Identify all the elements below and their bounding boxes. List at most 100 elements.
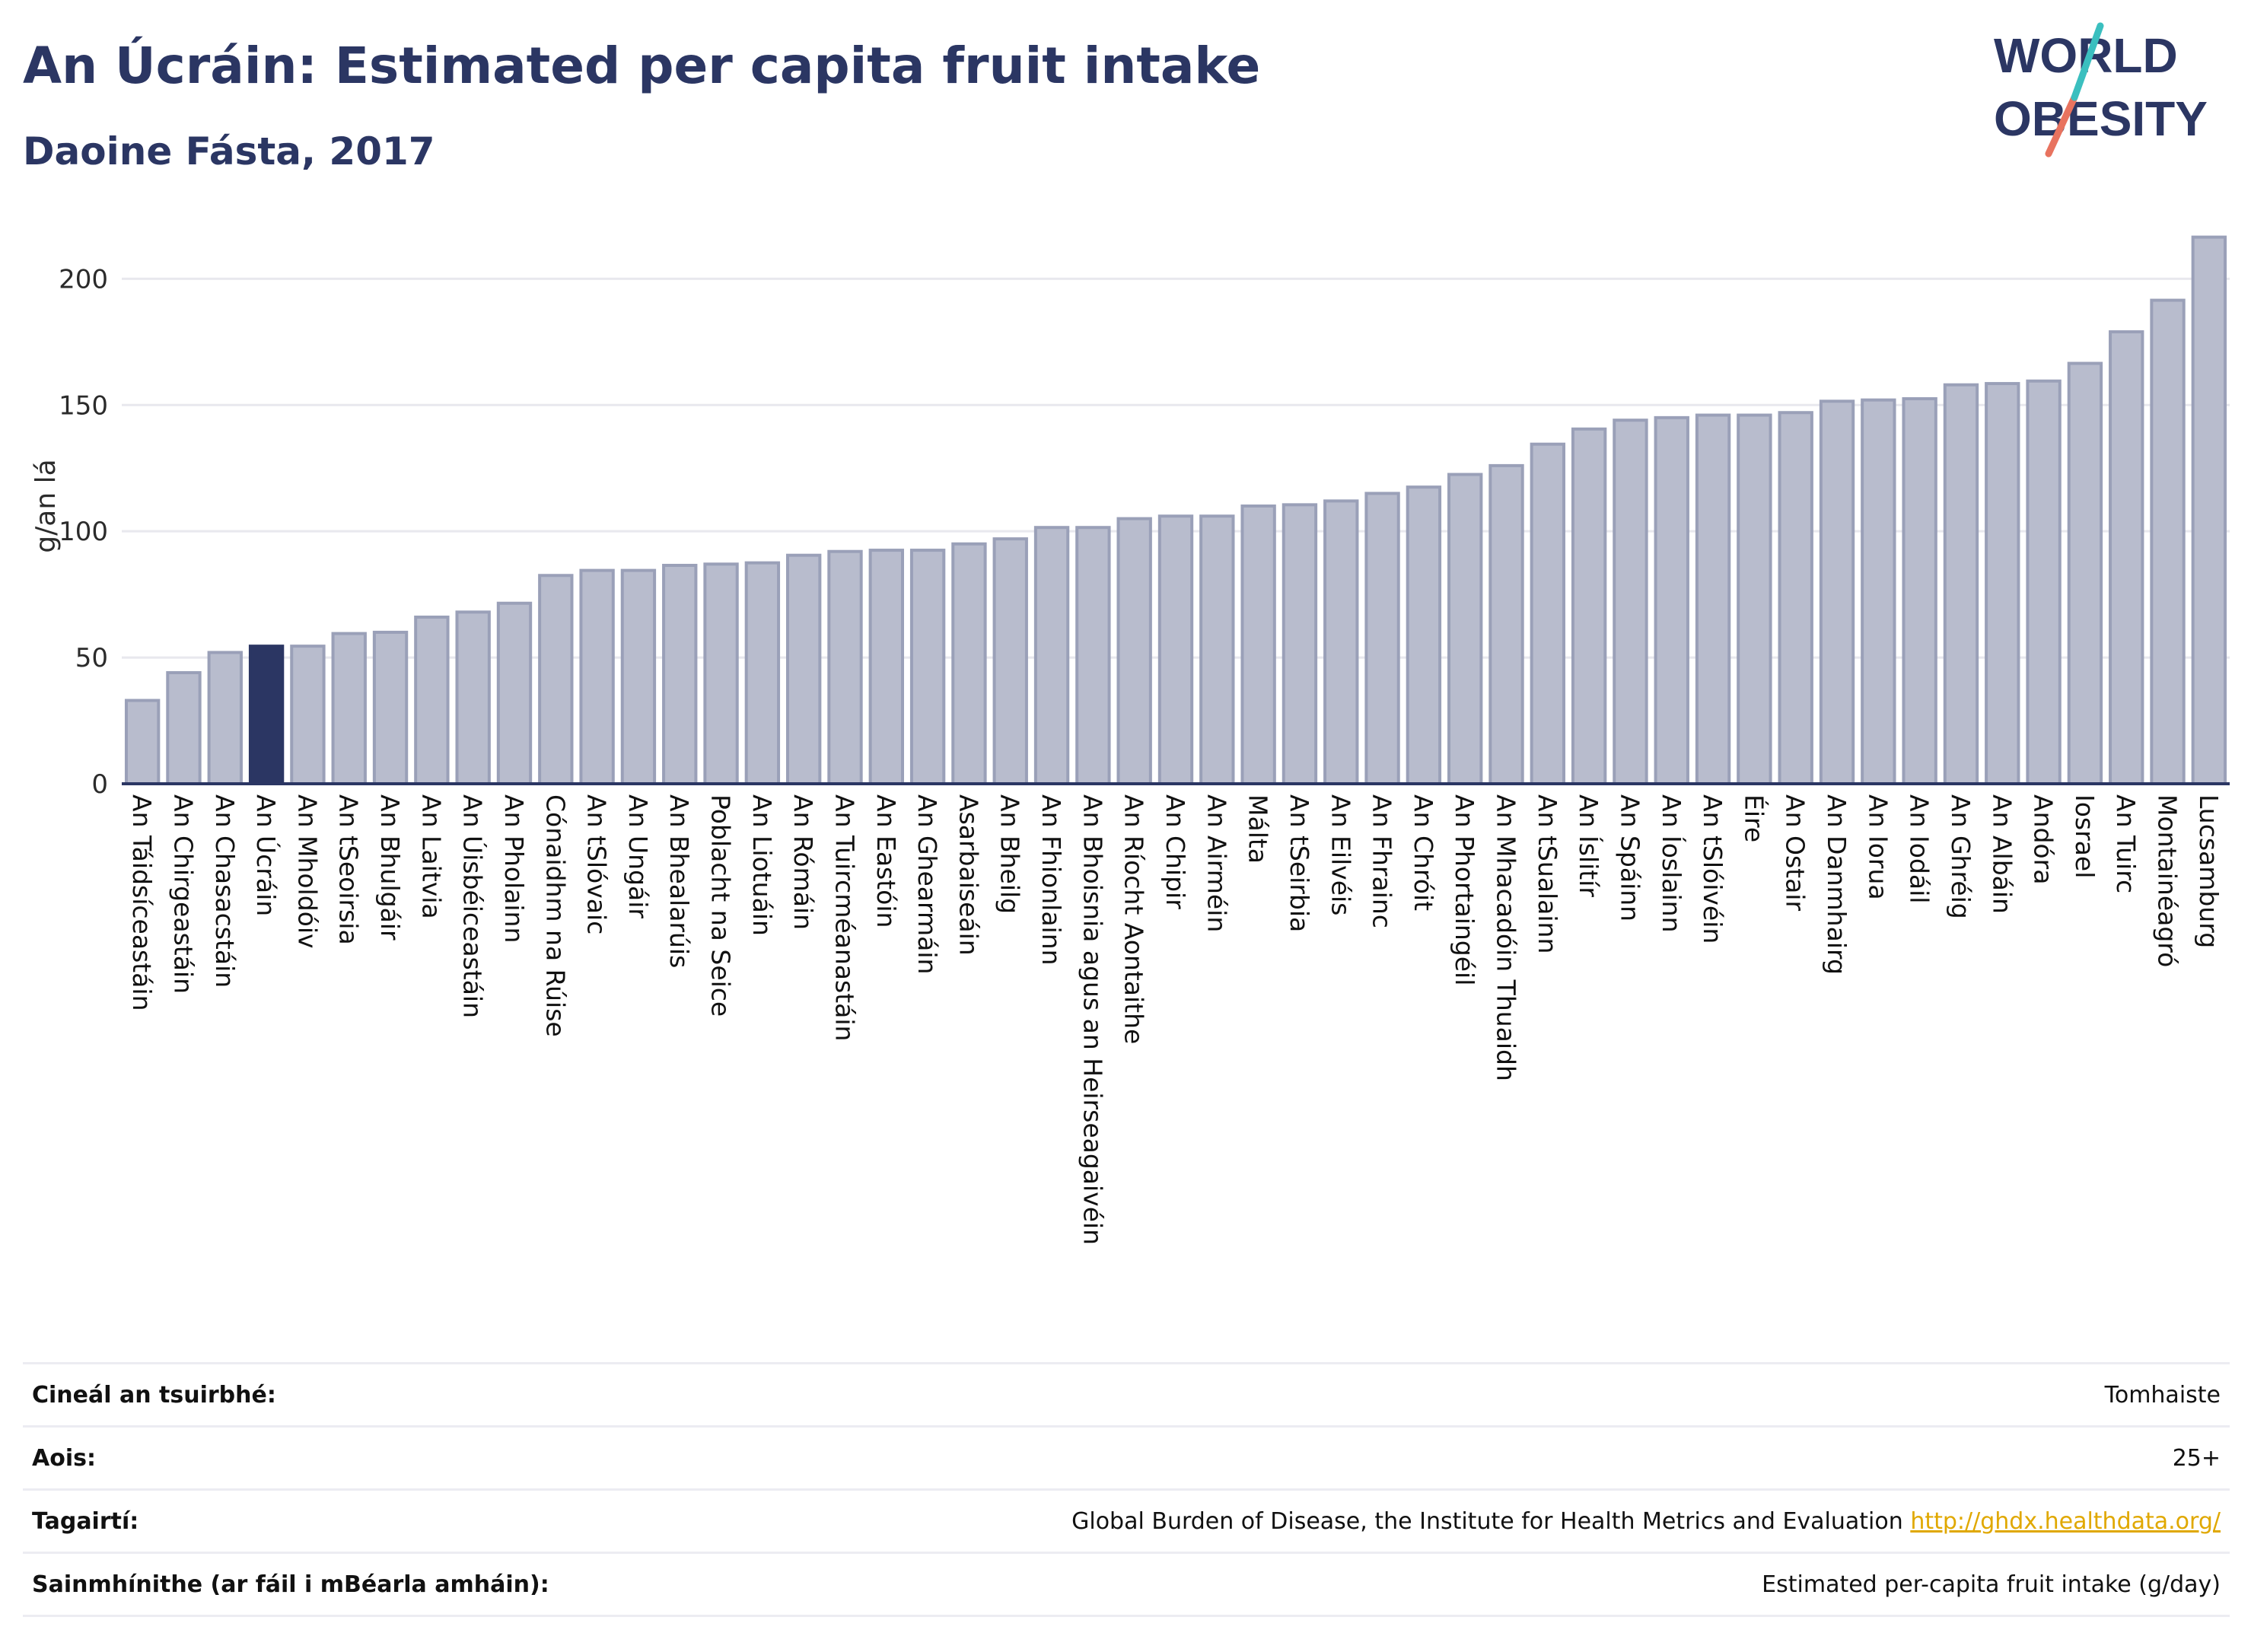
info-key: Tagairtí: [23,1488,906,1553]
bar-48[interactable] [2109,330,2144,785]
bar-25[interactable] [1157,514,1194,785]
bar-42[interactable] [1861,398,1896,785]
x-tick-label: An Bhoisnia agus an Heirseagaivéin [1078,794,1107,1245]
x-tick-label: An tSeirbia [1285,794,1314,932]
bar-22[interactable] [1033,526,1070,785]
x-tick-label: An Fhionlainn [1036,794,1066,966]
bar-26[interactable] [1199,514,1235,785]
x-tick-label: An Táidsíceastáin [127,794,157,1011]
bars [124,235,2227,786]
info-row-survey-type: Cineál an tsuirbhé: Tomhaiste [23,1362,2230,1427]
bar-20[interactable] [951,542,987,785]
logo-line2: OBESITY [1994,91,2208,146]
bar-40[interactable] [1778,411,1813,786]
bar-10[interactable] [538,574,574,785]
bar-13[interactable] [662,563,698,786]
world-obesity-logo[interactable]: WORLD OBESITY [1979,15,2237,167]
bar-4[interactable] [290,645,326,786]
x-tick-label: An Fhrainc [1367,794,1397,928]
bar-35[interactable] [1571,427,1607,786]
x-tick-label: An Pholainn [499,794,529,943]
info-key: Cineál an tsuirbhé: [23,1362,906,1427]
x-tick-label: An Phortaingéil [1450,794,1479,985]
y-tick-label: 200 [59,264,108,294]
bar-39[interactable] [1737,413,1772,786]
bar-27[interactable] [1240,505,1276,785]
bar-7[interactable] [414,616,450,785]
x-tick-label: An Spáinn [1615,794,1644,921]
x-tick-label: Andóra [2029,794,2058,884]
bar-14[interactable] [703,562,739,785]
x-tick-label: An Úisbéiceastáin [458,794,489,1018]
bar-41[interactable] [1819,399,1855,786]
info-row-age: Aois: 25+ [23,1425,2230,1490]
bar-8[interactable] [455,610,491,786]
bar-19[interactable] [909,549,946,785]
bar-9[interactable] [496,601,533,785]
bar-28[interactable] [1282,503,1318,785]
bar-29[interactable] [1323,499,1359,785]
bar-45[interactable] [1985,382,2020,785]
bar-44[interactable] [1943,383,1979,785]
bar-0[interactable] [124,699,161,785]
bar-11[interactable] [579,568,615,785]
info-row-definitions: Sainmhínithe (ar fáil i mBéarla amháin):… [23,1552,2230,1617]
x-tick-label: An Tuirc [2111,794,2141,893]
bar-36[interactable] [1613,419,1648,785]
bar-16[interactable] [785,553,822,785]
x-tick-label: An Eastóin [871,794,901,928]
reference-link[interactable]: http://ghdx.healthdata.org/ [1910,1507,2221,1535]
y-axis-title: g/an lá [30,459,62,552]
x-tick-label: An Ríocht Aontaithe [1119,794,1149,1044]
bar-31[interactable] [1406,485,1442,785]
bar-1[interactable] [166,671,202,785]
x-tick-label: An tSeoirsia [334,794,364,945]
x-tick-label: An Mholdóiv [292,794,322,949]
bar-46[interactable] [2026,379,2062,785]
x-tick-label: An Albáin [1987,794,2017,914]
bar-49[interactable] [2150,298,2186,785]
bar-18[interactable] [868,549,904,785]
bar-30[interactable] [1364,492,1400,786]
bar-15[interactable] [744,561,781,786]
info-table: Cineál an tsuirbhé: Tomhaiste Aois: 25+ … [23,1362,2230,1617]
x-tick-label: An Ghréig [1946,794,1976,919]
x-tick-label: An Úcráin [251,794,282,916]
bar-12[interactable] [620,568,657,785]
y-tick-label: 50 [75,643,108,673]
bar-34[interactable] [1530,442,1566,785]
bar-37[interactable] [1654,415,1689,785]
x-tick-label: An Íslitír [1574,794,1604,897]
x-tick-label: Poblacht na Seice [706,794,736,1017]
bar-3[interactable] [248,645,285,786]
bar-23[interactable] [1075,526,1111,785]
bar-50[interactable] [2191,235,2227,785]
bar-2[interactable] [207,651,243,785]
x-tick-label: An Chirgeastáin [168,794,198,994]
x-tick-label: An Iodáil [1905,794,1934,903]
info-value-references: Global Burden of Disease, the Institute … [906,1488,2230,1553]
bar-24[interactable] [1116,517,1152,785]
x-tick-label: An Bheilg [995,794,1025,914]
bar-43[interactable] [1902,396,1937,786]
info-value: Estimated per-capita fruit intake (g/day… [906,1552,2230,1617]
bar-21[interactable] [992,537,1028,785]
bar-33[interactable] [1488,463,1524,786]
x-tick-label: An tSlóivéin [1698,794,1727,944]
reference-text: Global Burden of Disease, the Institute … [1071,1507,1903,1535]
bar-chart: 0 50 100 150 200 An Táidsíceastáin An Chirgea… [30,235,2230,1245]
info-row-references: Tagairtí: Global Burden of Disease, the … [23,1488,2230,1553]
bar-38[interactable] [1695,413,1731,786]
bar-17[interactable] [827,549,863,786]
bar-32[interactable] [1447,473,1483,785]
x-tick-label: Cónaidhm na Rúise [540,794,570,1037]
x-tick-label: An Ostair [1781,794,1810,911]
info-value: Tomhaiste [906,1362,2230,1427]
x-tick-label: An Tuircméanastáin [829,794,859,1041]
x-tick-label: An Íoslainn [1657,794,1687,932]
chart-title: An Úcráin: Estimated per capita fruit in… [23,37,1261,95]
bar-6[interactable] [372,630,409,786]
bar-47[interactable] [2067,361,2103,786]
x-tick-label: An Bhealarúis [664,794,694,968]
bar-5[interactable] [331,632,367,785]
